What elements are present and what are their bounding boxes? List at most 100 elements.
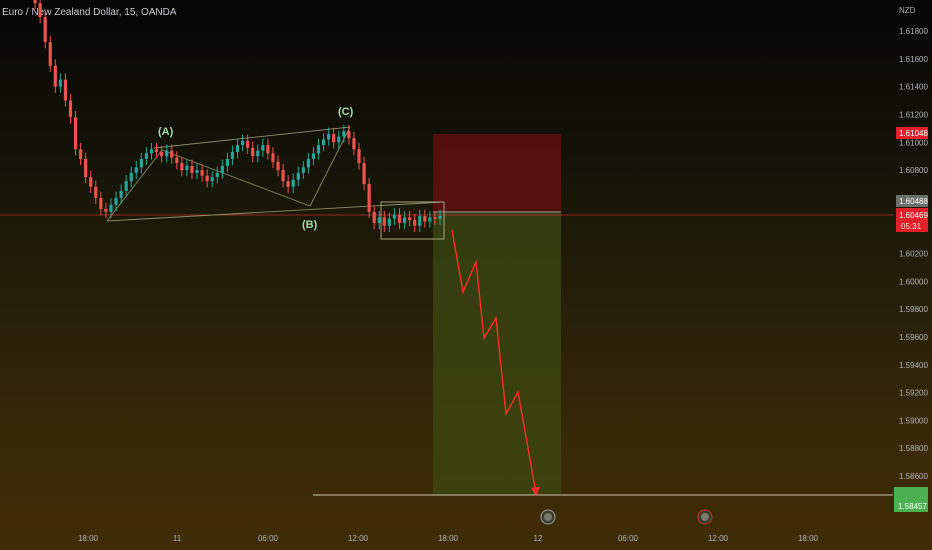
target-price-tag: 1.58457 xyxy=(894,487,928,512)
stop-loss-zone[interactable] xyxy=(433,134,561,212)
candle xyxy=(205,169,209,188)
candle xyxy=(408,211,412,227)
candle xyxy=(433,211,437,225)
candle xyxy=(342,124,346,143)
candle xyxy=(387,212,391,232)
x-tick-label: 12:00 xyxy=(348,534,369,543)
y-tick-label: 1.60200 xyxy=(899,250,928,259)
candle xyxy=(230,145,235,166)
wave-label-c: (C) xyxy=(338,106,354,118)
candle xyxy=(165,144,169,163)
candle xyxy=(382,211,386,232)
y-tick-label: 1.59800 xyxy=(899,305,928,314)
x-tick-label: 11 xyxy=(173,534,182,543)
wave-label-b: (B) xyxy=(302,219,318,231)
candle xyxy=(246,134,250,155)
entry-price-tag: 1.60488 xyxy=(896,195,928,207)
candle xyxy=(397,208,402,230)
svg-text:1.60488: 1.60488 xyxy=(899,197,928,206)
economic-event-icon[interactable] xyxy=(540,509,556,525)
candle xyxy=(261,138,265,157)
last-price-tag: 1.60469 05:31 xyxy=(896,208,928,232)
wave-label-a: (A) xyxy=(158,126,174,138)
candle xyxy=(357,142,361,170)
candle xyxy=(134,161,138,180)
candle xyxy=(53,59,57,93)
candle xyxy=(43,10,47,49)
y-tick-label: 1.60000 xyxy=(899,277,928,286)
candle xyxy=(362,156,366,191)
candle xyxy=(332,127,336,149)
y-tick-label: 1.58600 xyxy=(899,472,928,481)
y-tick-label: 1.61400 xyxy=(899,83,928,92)
take-profit-zone[interactable] xyxy=(433,212,561,495)
y-tick-label: 1.58800 xyxy=(899,444,928,453)
candle xyxy=(190,159,194,180)
x-tick-label: 06:00 xyxy=(618,534,639,543)
y-tick-label: 1.61800 xyxy=(899,27,928,36)
candle xyxy=(144,147,149,166)
svg-text:1.61048: 1.61048 xyxy=(899,129,928,138)
candle xyxy=(33,0,37,10)
candle xyxy=(235,138,240,159)
svg-text:1.58457: 1.58457 xyxy=(898,502,927,511)
candle xyxy=(418,209,422,232)
candle xyxy=(149,142,154,160)
candle xyxy=(413,213,417,232)
candle xyxy=(402,211,407,230)
candle xyxy=(240,134,245,152)
y-tick-label: 1.61600 xyxy=(899,55,928,64)
candle xyxy=(251,141,255,163)
candle xyxy=(129,166,133,188)
candle xyxy=(99,191,103,216)
candle xyxy=(352,131,356,156)
candle xyxy=(367,177,371,219)
y-tick-label: 1.61200 xyxy=(899,110,928,119)
x-tick-label: 06:00 xyxy=(258,534,279,543)
candle xyxy=(428,211,432,228)
candle xyxy=(256,144,260,163)
x-tick-label: 18:00 xyxy=(798,534,819,543)
candle xyxy=(225,152,230,173)
candle xyxy=(286,174,290,194)
projection-arrow xyxy=(451,229,537,494)
svg-text:1.60469: 1.60469 xyxy=(899,211,928,220)
candle xyxy=(266,138,270,160)
candle xyxy=(392,208,397,225)
x-tick-label: 18:00 xyxy=(78,534,99,543)
candle xyxy=(271,147,275,168)
y-axis: 1.61800 1.61600 1.61400 1.61200 1.61000 1.608… xyxy=(899,27,928,481)
candle xyxy=(195,163,199,180)
candle xyxy=(68,94,73,124)
candle xyxy=(154,142,159,159)
candle xyxy=(170,144,174,164)
candle xyxy=(337,130,341,149)
economic-event-icon-2[interactable] xyxy=(697,509,713,525)
candle xyxy=(119,184,123,205)
candle xyxy=(109,198,113,219)
candle xyxy=(73,110,78,156)
candle xyxy=(58,73,62,93)
candle xyxy=(321,133,326,152)
candle xyxy=(423,209,427,228)
x-tick-label: 12:00 xyxy=(708,534,729,543)
candle xyxy=(291,173,295,194)
candle xyxy=(185,159,189,177)
candle xyxy=(311,147,316,166)
candle xyxy=(215,166,219,184)
y-tick-label: 1.60800 xyxy=(899,166,928,175)
candle xyxy=(139,152,143,174)
currency-unit-label: NZD xyxy=(899,6,916,15)
candle xyxy=(301,161,305,180)
candle xyxy=(316,138,321,160)
candle xyxy=(63,73,68,107)
candle xyxy=(89,170,93,194)
candle xyxy=(175,151,179,170)
candle xyxy=(296,166,300,187)
candle xyxy=(347,124,351,145)
y-tick-label: 1.59200 xyxy=(899,389,928,398)
candlestick-series xyxy=(33,0,442,232)
candle xyxy=(372,205,376,230)
arrow-head-icon xyxy=(531,487,540,496)
